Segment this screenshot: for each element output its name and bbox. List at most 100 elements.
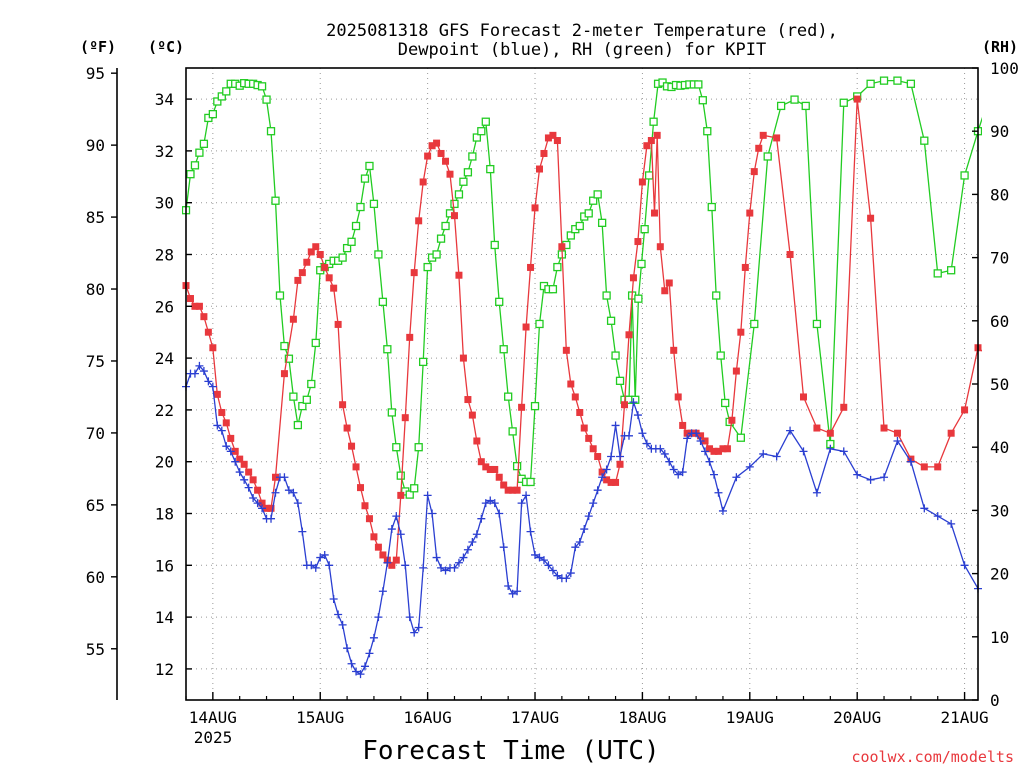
- temperature-point: [706, 445, 714, 453]
- temperature-point: [442, 157, 450, 165]
- rh-point: [703, 127, 712, 136]
- dewpoint-point: [490, 499, 499, 508]
- temperature-point: [339, 401, 347, 409]
- rh-point: [866, 79, 875, 88]
- temperature-point: [625, 331, 633, 339]
- fahrenheit-tick-label: 95: [86, 64, 105, 83]
- dewpoint-point: [253, 499, 262, 508]
- rh-point: [347, 237, 356, 246]
- temperature-point: [294, 276, 302, 284]
- dewpoint-point: [240, 475, 249, 484]
- rh-tick-label: 10: [990, 628, 1009, 647]
- temperature-point: [674, 393, 682, 401]
- rh-point: [338, 253, 347, 262]
- temperature-point: [893, 429, 901, 437]
- temperature-point: [459, 354, 467, 362]
- plot-frame: [185, 67, 979, 701]
- fahrenheit-tick-label: 70: [86, 424, 105, 443]
- rh-tick-label: 90: [990, 122, 1009, 141]
- temperature-point: [750, 168, 758, 176]
- celsius-tick-label: 28: [155, 245, 174, 264]
- temperature-point: [741, 263, 749, 271]
- rh-point: [553, 262, 562, 272]
- rh-point: [271, 196, 280, 205]
- x-axis-label: Forecast Time (UTC): [362, 736, 659, 766]
- temperature-point: [679, 421, 687, 429]
- temperature-point: [656, 243, 664, 251]
- dewpoint-point: [244, 483, 253, 492]
- temperature-point: [307, 248, 315, 256]
- dewpoint-point: [544, 561, 553, 570]
- temperature-point: [254, 486, 262, 494]
- dewpoint-point: [669, 465, 678, 474]
- dewpoint-point: [222, 442, 231, 451]
- temperature-point: [352, 463, 360, 471]
- dewpoint-point: [562, 574, 571, 583]
- rh-point: [566, 231, 575, 240]
- temperature-point: [482, 463, 490, 471]
- rh-point: [302, 395, 311, 404]
- rh-tick-label: 100: [990, 59, 1019, 78]
- dewpoint-point: [553, 571, 562, 580]
- temperature-point: [374, 543, 382, 551]
- rh-point: [289, 392, 298, 401]
- dewpoint-point: [580, 525, 589, 534]
- temperature-point: [343, 424, 351, 432]
- x-tick-label: 18AUG: [618, 708, 666, 727]
- rh-point: [490, 240, 499, 250]
- celsius-tick-label: 30: [155, 194, 174, 213]
- temperature-point: [280, 370, 288, 378]
- rh-point: [499, 345, 508, 354]
- celsius-tick-label: 24: [155, 349, 174, 368]
- temperature-point: [464, 396, 472, 404]
- temperature-point: [934, 463, 942, 471]
- dewpoint-point: [504, 582, 513, 591]
- rh-point: [575, 221, 584, 231]
- temperature-point: [348, 442, 356, 450]
- x-tick-label: 15AUG: [296, 708, 344, 727]
- temperature-point: [544, 134, 552, 142]
- temperature-point: [643, 142, 651, 150]
- dewpoint-point: [204, 377, 213, 386]
- rh-point: [383, 345, 392, 354]
- temperature-point: [961, 406, 969, 414]
- dewpoint-point: [280, 473, 289, 482]
- temperature-point: [209, 344, 217, 352]
- dewpoint-point: [338, 620, 347, 629]
- rh-point: [432, 250, 441, 259]
- x-tick-label: 19AUG: [726, 708, 774, 727]
- dewpoint-point: [454, 558, 463, 567]
- temperature-point: [316, 250, 324, 258]
- celsius-tick-label: 18: [155, 505, 174, 524]
- temperature-point: [714, 447, 722, 455]
- temperature-point: [240, 460, 248, 468]
- celsius-tick-label: 26: [155, 297, 174, 316]
- dewpoint-point: [522, 491, 531, 500]
- rh-point: [530, 401, 540, 411]
- rh-point: [374, 250, 383, 259]
- dewpoint-point: [284, 486, 293, 495]
- rh-point: [222, 87, 231, 96]
- rh-point: [414, 443, 423, 452]
- rh-point: [611, 351, 620, 360]
- temperature-point: [701, 437, 709, 445]
- dewpoint-point: [226, 447, 235, 456]
- dewpoint-point: [656, 444, 665, 453]
- rh-point: [644, 171, 654, 180]
- rh-point: [893, 76, 902, 85]
- dewpoint-point: [387, 525, 396, 534]
- rh-point: [351, 221, 361, 231]
- dewpoint-point: [593, 486, 602, 495]
- temperature-point: [638, 178, 646, 186]
- dewpoint-point: [249, 493, 258, 502]
- dewpoint-point: [705, 457, 714, 466]
- temperature-point: [227, 434, 235, 442]
- dewpoint-point: [360, 662, 369, 671]
- temperature-point: [719, 445, 727, 453]
- rh-point: [988, 87, 995, 94]
- dewpoint-point: [298, 527, 307, 536]
- temperature-point: [504, 486, 512, 494]
- temperature-point: [473, 437, 481, 445]
- rh-point: [284, 354, 294, 363]
- rh-point: [419, 357, 428, 367]
